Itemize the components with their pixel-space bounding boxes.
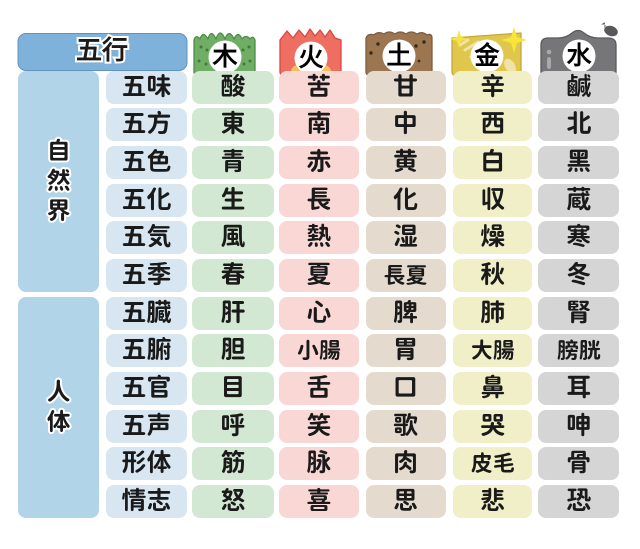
svg-text:火: 火 — [298, 44, 323, 72]
svg-text:五行: 五行 — [76, 35, 128, 65]
svg-text:木: 木 — [211, 43, 237, 71]
svg-text:土: 土 — [386, 42, 411, 70]
svg-text:水: 水 — [566, 42, 592, 70]
svg-text:金: 金 — [473, 41, 500, 70]
